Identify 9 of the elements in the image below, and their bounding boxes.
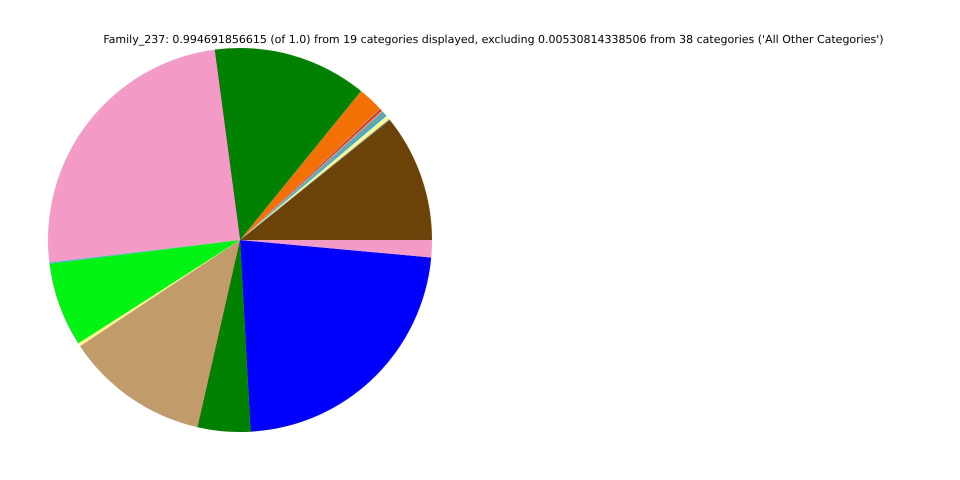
pie-slice <box>48 50 240 263</box>
pie-slice <box>197 240 251 432</box>
pie-slice <box>214 48 362 240</box>
pie-slice <box>240 120 432 240</box>
pie-slice <box>80 240 240 428</box>
pie-slice <box>240 240 432 432</box>
pie-slice <box>240 240 432 258</box>
pie-slice <box>49 240 240 344</box>
text: Family_237: 0.994691856615 (of 1.0) from 19 categories displayed, excluding 0.00530814338506 from 38 categories ('All Other Categories') <box>103 33 884 46</box>
